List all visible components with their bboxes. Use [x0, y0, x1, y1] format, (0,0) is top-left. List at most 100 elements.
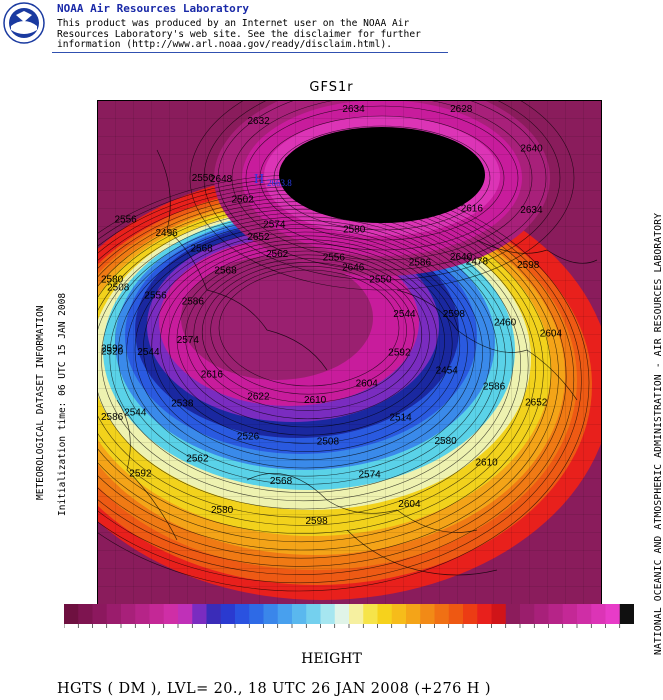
contour-label: 2496: [156, 228, 179, 239]
contour-label: 2646: [342, 263, 365, 274]
contour-label: 2616: [201, 370, 224, 381]
color-scale-swatch: [605, 604, 621, 624]
color-scale-swatch: [92, 604, 108, 624]
contour-label: 2574: [177, 335, 200, 346]
color-scale-swatch: [363, 604, 378, 624]
header: NOAA Air Resources Laboratory This produ…: [0, 0, 663, 56]
contour-line: [193, 258, 423, 411]
color-scale-swatch: [178, 604, 193, 624]
contour-label: 2648: [210, 174, 233, 185]
contour-label: 2538: [171, 399, 194, 410]
init-time-label: Initialization time: 06 UTC 15 JAN 2008: [57, 292, 68, 516]
contour-label: 2604: [540, 328, 563, 339]
contour-label: 2592: [101, 344, 124, 355]
contour-line: [189, 100, 575, 291]
disclaimer: This product was produced by an Internet…: [57, 18, 457, 51]
contour-label: 2592: [388, 347, 411, 358]
color-scale-swatch: [263, 604, 279, 624]
color-scale-bar: [63, 604, 635, 628]
contour-line: [245, 105, 519, 251]
contour-label: 2598: [306, 516, 329, 527]
contour-label: 2634: [285, 156, 308, 167]
color-scale-swatch: [106, 604, 122, 624]
contour-label: 2634: [520, 205, 543, 216]
disclaimer-link-line[interactable]: information (http://www.arl.noaa.gov/rea…: [57, 39, 393, 50]
contour-line: [117, 224, 491, 485]
color-scale-swatch: [406, 604, 421, 624]
disclaimer-line: This product was produced by an Internet…: [57, 18, 410, 29]
contour-label: 2604: [398, 499, 421, 510]
contour-label: 2592: [129, 469, 152, 480]
coastlines: [116, 149, 598, 576]
color-scale-swatch: [562, 604, 578, 624]
contour-line: [97, 197, 544, 543]
contour-label: 2550: [192, 173, 215, 184]
contour-line: [101, 216, 506, 502]
noaa-logo-icon[interactable]: [3, 2, 45, 44]
variable-label: HEIGHT: [301, 651, 362, 667]
contour-label: 2640: [450, 252, 473, 263]
contour-line: [97, 178, 582, 584]
contour-lines: [97, 100, 590, 592]
color-scale-swatch: [235, 604, 250, 624]
org-title[interactable]: NOAA Air Resources Laboratory: [57, 2, 250, 15]
contour-labels: 2634 2640 2646 2652 2648 2632 2634 2628 2640 2652…: [101, 104, 562, 527]
color-scale-swatch: [64, 604, 79, 624]
contour-line: [97, 182, 575, 575]
contour-line: [217, 100, 547, 271]
contour-label: 2586: [483, 382, 506, 393]
contour-label: 2634: [342, 104, 365, 115]
color-scale-swatch: [135, 604, 150, 624]
color-scale-swatch: [149, 604, 165, 624]
contour-label: 2544: [137, 347, 160, 358]
contour-label: 2586: [409, 257, 432, 268]
contour-label: 2502: [232, 195, 255, 206]
agency-label: NATIONAL OCEANIC AND ATMOSPHERIC ADMINIS…: [653, 212, 663, 655]
contour-line: [201, 262, 415, 403]
color-scale-swatch: [320, 604, 336, 624]
model-title: GFS1r: [309, 80, 354, 95]
color-scale-swatch: [192, 604, 207, 624]
contour-line: [97, 186, 567, 567]
contour-line: [97, 174, 590, 592]
contour-label: 2508: [317, 436, 340, 447]
contour-line: [231, 100, 533, 261]
contour-label: 2574: [263, 220, 286, 231]
color-scale-swatch: [78, 604, 93, 624]
contour-label: 2586: [182, 297, 205, 308]
contour-label: 2652: [247, 232, 270, 243]
map-grid: [97, 100, 602, 605]
contour-line: [143, 235, 468, 461]
contour-label: 2556: [323, 253, 346, 264]
color-scale-swatch: [306, 604, 321, 624]
contour-label: 2568: [214, 265, 237, 276]
contour-line: [97, 193, 552, 551]
color-scale-swatch: [577, 604, 592, 624]
contour-line: [159, 243, 453, 444]
color-scale-swatch: [448, 604, 464, 624]
color-scale-swatch: [377, 604, 393, 624]
contour-label: 2508: [107, 282, 130, 293]
color-scale-swatch: [163, 604, 179, 624]
contour-label: 2574: [359, 470, 382, 481]
contour-line: [126, 227, 483, 477]
contour-line: [185, 254, 430, 420]
contour-label: 2454: [436, 366, 459, 377]
contour-line: [97, 201, 537, 534]
contour-label: 2520: [101, 346, 124, 357]
color-scale-swatch: [591, 604, 606, 624]
contour-label: 2604: [356, 379, 379, 390]
contour-label: 2580: [211, 505, 234, 516]
contour-label: 2598: [517, 260, 540, 271]
color-scale-swatch: [619, 604, 635, 624]
contour-label: 2652: [525, 398, 548, 409]
color-scale-swatch: [391, 604, 407, 624]
contour-label: 2460: [494, 318, 517, 329]
contour-label: 2586: [101, 412, 124, 423]
contour-line: [176, 250, 438, 428]
contour-label: 2526: [237, 431, 260, 442]
contour-label: 2640: [520, 143, 543, 154]
color-scale: [63, 604, 635, 628]
contour-label: 2622: [247, 392, 270, 403]
header-divider: [52, 52, 448, 53]
